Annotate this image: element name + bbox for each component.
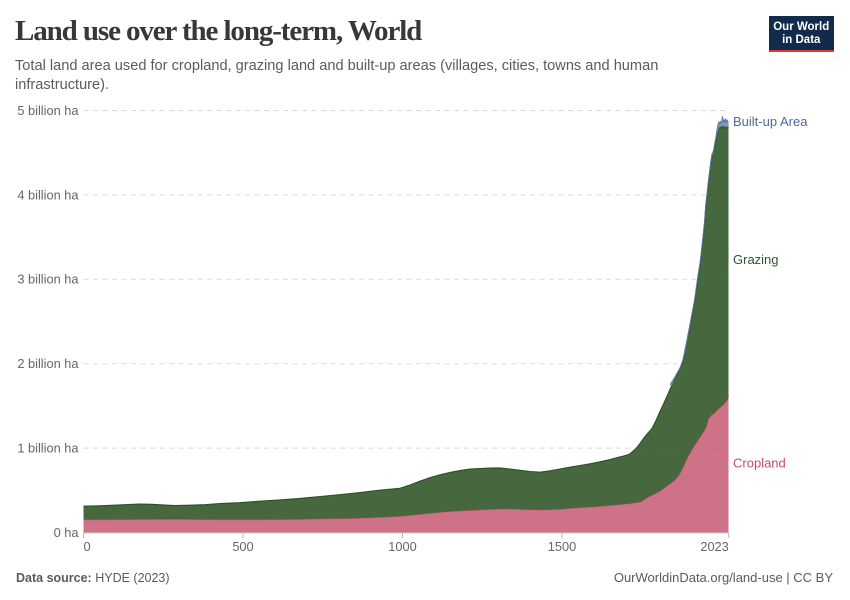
svg-text:1 billion ha: 1 billion ha: [17, 441, 79, 456]
svg-text:2023: 2023: [700, 539, 728, 554]
svg-text:5 billion ha: 5 billion ha: [17, 103, 79, 118]
svg-text:1000: 1000: [388, 539, 416, 554]
svg-text:1500: 1500: [548, 539, 576, 554]
svg-text:4 billion ha: 4 billion ha: [17, 187, 79, 202]
svg-text:2 billion ha: 2 billion ha: [17, 356, 79, 371]
svg-text:3 billion ha: 3 billion ha: [17, 272, 79, 287]
svg-text:0: 0: [84, 539, 91, 554]
svg-text:Cropland: Cropland: [733, 456, 786, 471]
svg-text:Grazing: Grazing: [733, 252, 779, 267]
svg-text:0 ha: 0 ha: [54, 525, 80, 540]
svg-text:Built-up Area: Built-up Area: [733, 114, 808, 129]
svg-text:500: 500: [232, 539, 253, 554]
